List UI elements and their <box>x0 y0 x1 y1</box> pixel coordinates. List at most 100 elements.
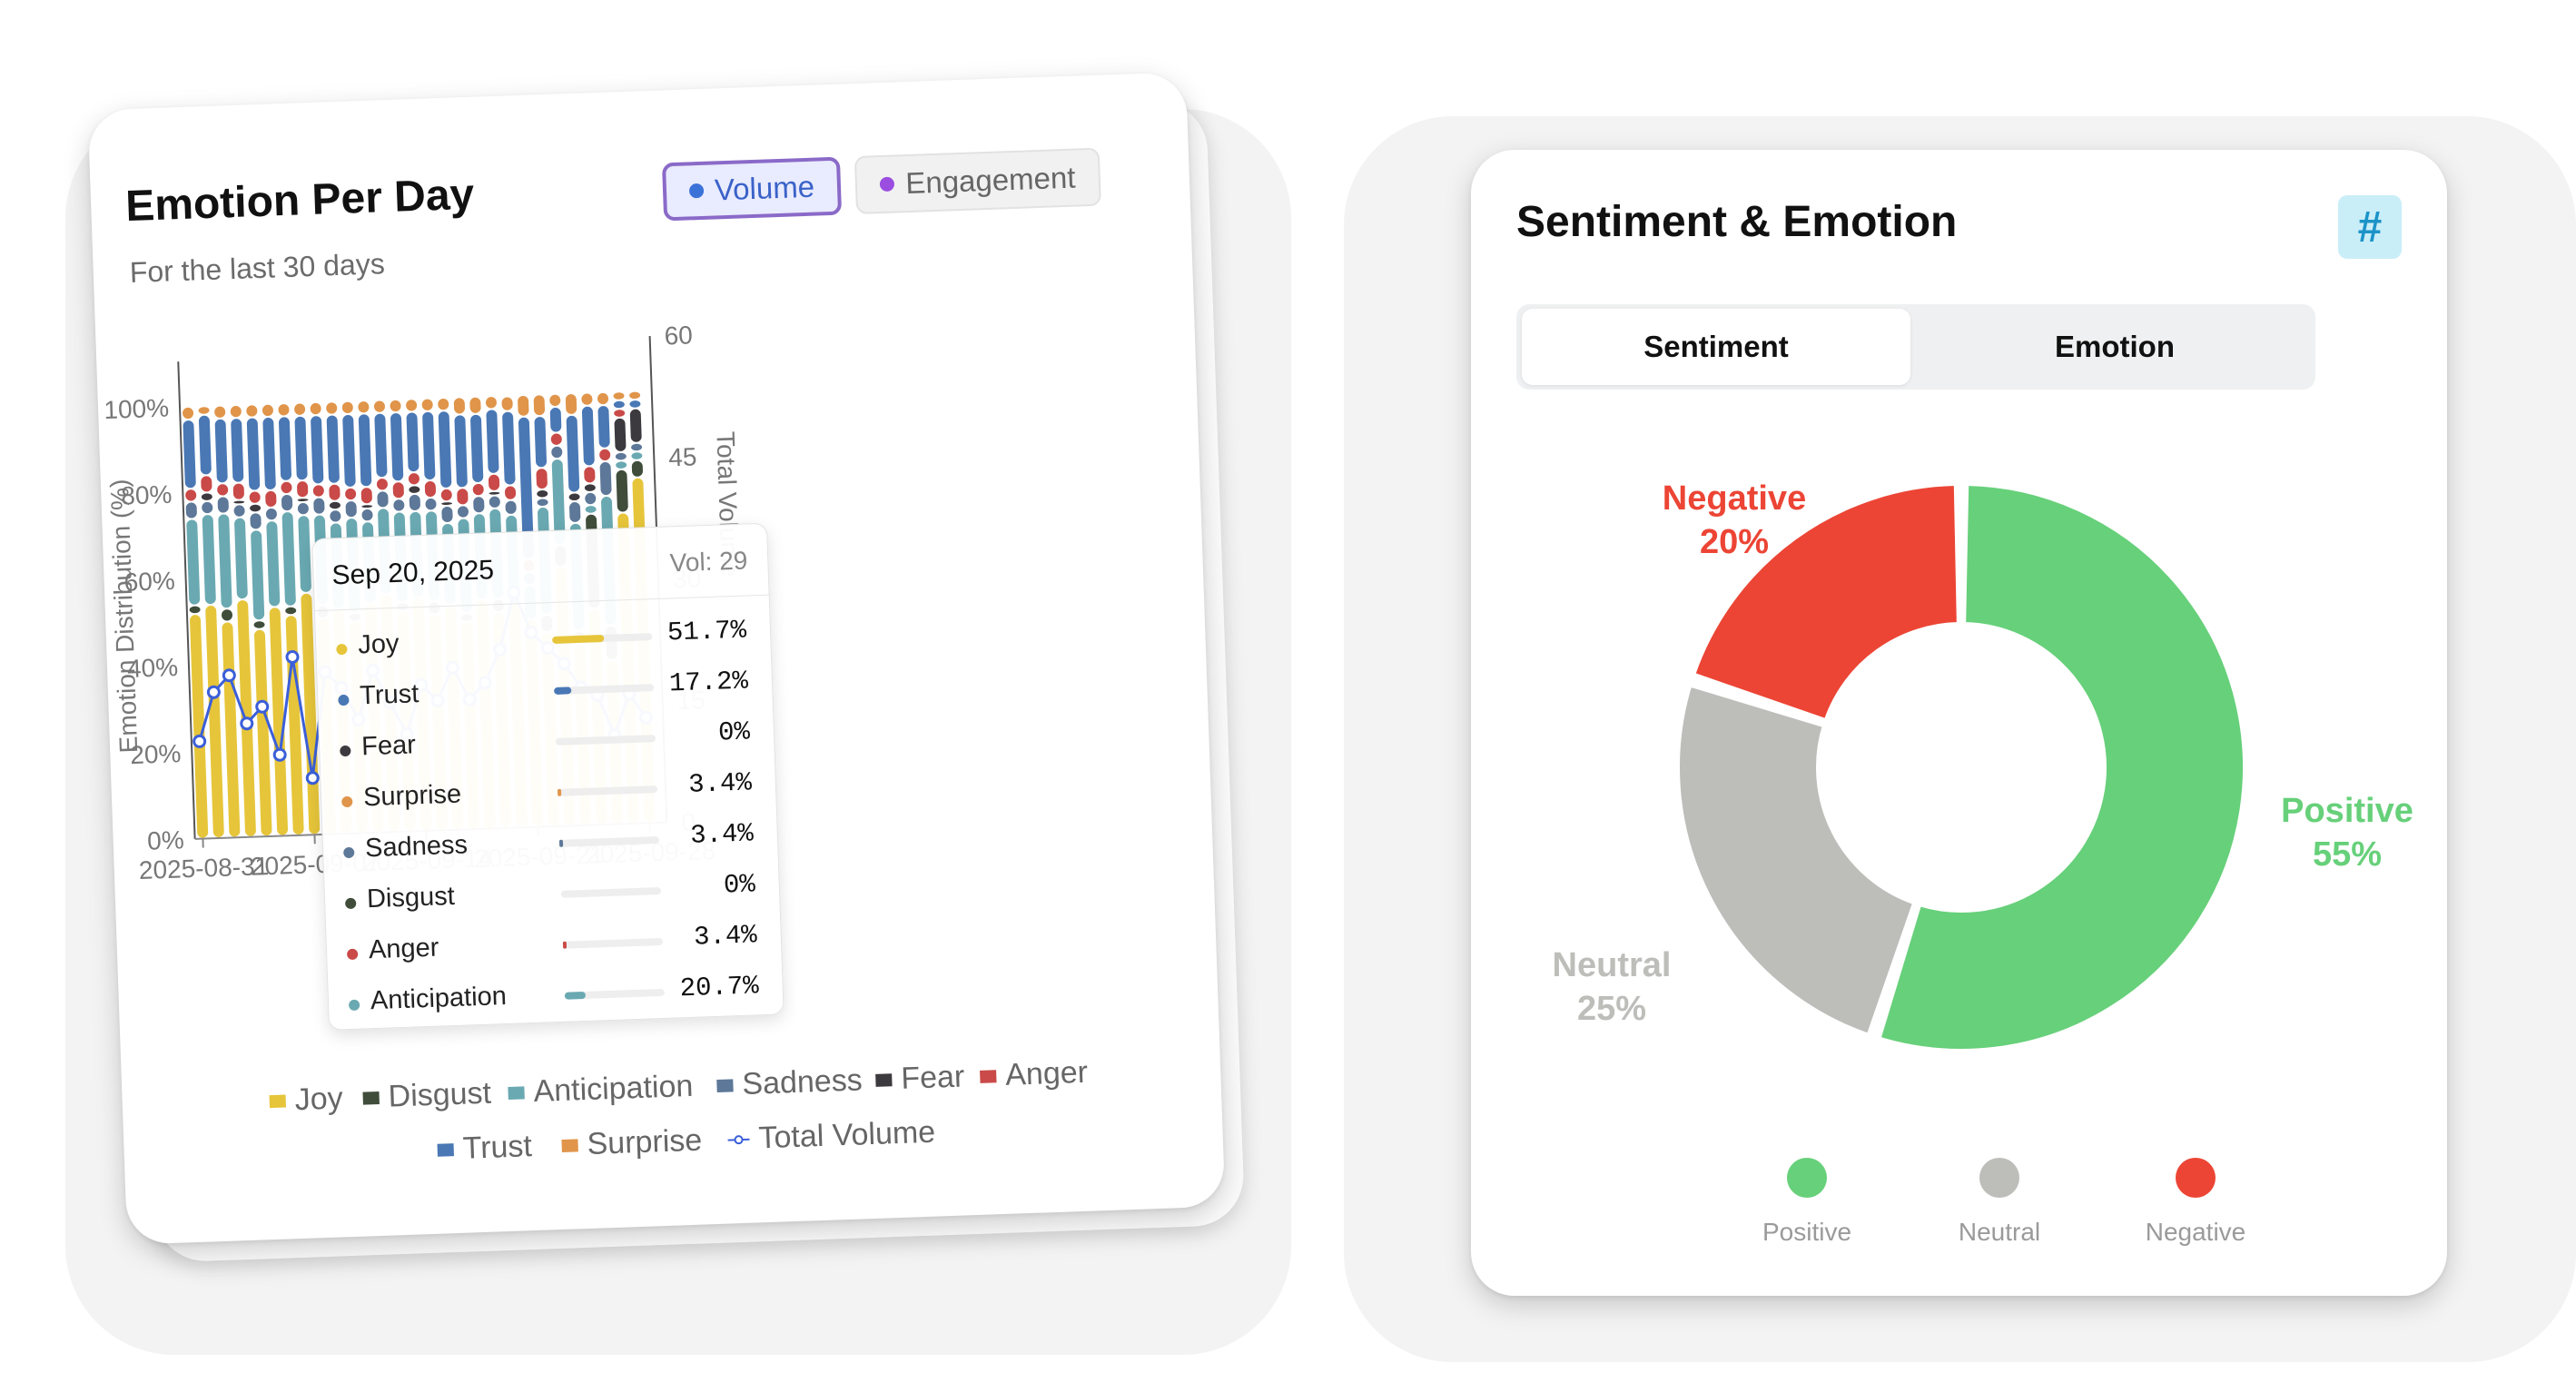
card-title: Emotion Per Day <box>124 170 476 232</box>
bar-segment-sadness <box>281 495 293 511</box>
legend-trust[interactable]: Trust <box>437 1129 533 1168</box>
tooltip-dot-icon <box>346 948 359 961</box>
bar-segment-sadness <box>585 492 597 505</box>
tooltip-volume: Vol: 29 <box>669 546 748 578</box>
legend-anticipation[interactable]: Anticipation <box>508 1069 694 1111</box>
donut-slice-neutral <box>1676 683 1917 1038</box>
bar-segment-sadness <box>393 499 405 511</box>
joy-swatch <box>269 1094 286 1108</box>
legend-fear[interactable]: Fear <box>875 1059 965 1097</box>
y2-tick-label: 60 <box>664 321 693 350</box>
trust-swatch <box>437 1142 454 1157</box>
bar-segment-fear <box>250 504 262 512</box>
bar-segment-fear <box>329 501 341 509</box>
legend-neutral[interactable]: Neutral <box>1909 1158 2090 1247</box>
tab-emotion[interactable]: Emotion <box>1920 309 2310 385</box>
bar-segment-anger <box>584 467 596 483</box>
bar-segment-trust <box>581 406 595 466</box>
bar-segment-anger <box>488 474 500 490</box>
bar-segment-surprise <box>421 399 433 410</box>
bar-segment-anger <box>408 473 419 485</box>
bar-segment-surprise <box>581 393 593 405</box>
bar-segment-surprise <box>486 397 497 409</box>
bar-segment-anger <box>232 483 244 499</box>
chart-tooltip: Sep 20, 2025 Vol: 29 Joy 51.7% Trust 17.2% F… <box>311 522 785 1031</box>
tooltip-label: Joy <box>357 628 400 660</box>
positive-label-pct: 55% <box>2312 835 2383 874</box>
bar-segment-sadness <box>202 501 213 514</box>
bar-segment-joy <box>190 615 209 838</box>
sentiment-card-title: Sentiment & Emotion <box>1516 198 1958 246</box>
bar-segment-anger <box>392 482 404 499</box>
tooltip-date: Sep 20, 2025 <box>331 555 495 591</box>
bar-segment-sadness <box>458 506 469 518</box>
anger-swatch <box>980 1069 997 1083</box>
bar-segment-anger <box>536 469 548 489</box>
bar-segment-anticipation <box>266 521 281 607</box>
bar-segment-anticipation <box>616 461 627 469</box>
y2-tick-label: 45 <box>668 442 697 471</box>
tooltip-bar-track <box>557 785 658 796</box>
bar-segment-surprise <box>341 401 353 413</box>
tab-sentiment-label: Sentiment <box>1643 330 1789 363</box>
tooltip-bar-track <box>552 633 653 644</box>
engagement-toggle-label: Engagement <box>904 160 1076 201</box>
bar-segment-trust <box>502 411 516 485</box>
tab-sentiment[interactable]: Sentiment <box>1522 309 1910 385</box>
bar-segment-surprise <box>406 400 418 411</box>
sentiment-donut-chart[interactable] <box>1471 422 2447 1112</box>
tooltip-row-fear: Fear 0% <box>319 713 774 774</box>
bar-segment-surprise <box>326 402 338 414</box>
legend-total-volume[interactable]: Total Volume <box>727 1115 936 1158</box>
legend-anticipation-label: Anticipation <box>532 1068 694 1110</box>
legend-anger[interactable]: Anger <box>980 1055 1089 1094</box>
bar-segment-trust <box>549 407 562 432</box>
hash-button[interactable]: # <box>2338 195 2402 259</box>
bar-segment-anger <box>360 488 372 504</box>
bar-segment-anger <box>265 490 277 507</box>
legend-sadness[interactable]: Sadness <box>716 1062 864 1103</box>
bar-segment-surprise <box>613 392 625 400</box>
bar-segment-trust <box>358 414 372 487</box>
bar-segment-trust <box>566 415 580 492</box>
tooltip-bar-fill <box>557 788 561 796</box>
bar-segment-trust <box>246 418 261 490</box>
legend-joy[interactable]: Joy <box>269 1081 343 1119</box>
positive-label-name: Positive <box>2281 792 2413 830</box>
engagement-toggle-button[interactable]: Engagement <box>854 147 1101 215</box>
bar-segment-trust <box>422 411 436 480</box>
tooltip-bar-track <box>564 988 665 1000</box>
legend-anger-label: Anger <box>1004 1054 1089 1092</box>
bar-segment-surprise <box>501 397 513 410</box>
tab-emotion-label: Emotion <box>2055 330 2175 363</box>
bar-segment-sadness <box>473 497 485 513</box>
tooltip-value: 20.7% <box>679 971 760 1004</box>
negative-slice-label: Negative 20% <box>1643 477 1825 564</box>
legend-neutral-label: Neutral <box>1958 1218 2041 1246</box>
bar-segment-trust <box>231 419 244 482</box>
bar-segment-joy <box>285 616 304 835</box>
legend-disgust-label: Disgust <box>387 1075 492 1114</box>
bar-segment-sadness <box>425 499 437 510</box>
bar-segment-trust <box>438 411 452 488</box>
bar-segment-sadness <box>631 443 643 451</box>
bar-segment-trust <box>326 415 340 483</box>
total-volume-point <box>222 668 236 683</box>
bar-segment-surprise <box>183 407 194 420</box>
bar-segment-trust <box>406 412 419 472</box>
bar-segment-sadness <box>185 502 197 519</box>
total-volume-point <box>285 649 300 664</box>
legend-positive[interactable]: Positive <box>1716 1158 1898 1247</box>
bar-segment-anger <box>281 481 292 494</box>
tooltip-dot-icon <box>340 745 351 757</box>
legend-surprise[interactable]: Surprise <box>561 1123 703 1163</box>
legend-negative[interactable]: Negative <box>2105 1158 2286 1247</box>
surprise-swatch <box>561 1138 578 1152</box>
bar-segment-surprise <box>294 403 306 415</box>
y-axis-left <box>177 361 196 839</box>
legend-disgust[interactable]: Disgust <box>362 1076 492 1116</box>
bar-segment-surprise <box>310 402 321 415</box>
volume-toggle-button[interactable]: Volume <box>661 156 843 222</box>
tooltip-bar-fill <box>552 635 605 644</box>
bar-segment-disgust <box>222 609 232 621</box>
